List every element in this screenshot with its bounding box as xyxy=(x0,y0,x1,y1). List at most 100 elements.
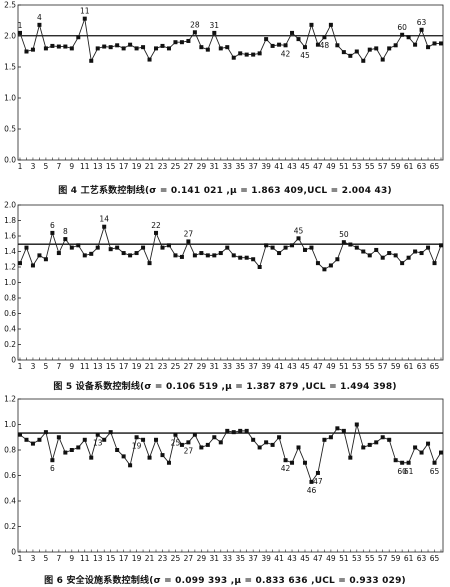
x-tick-label: 49 xyxy=(326,362,336,371)
data-point xyxy=(238,428,243,433)
data-point xyxy=(179,442,184,447)
data-point xyxy=(205,253,210,258)
data-point xyxy=(270,245,275,250)
point-label: 48 xyxy=(320,41,330,50)
x-tick-label: 61 xyxy=(404,554,414,563)
x-tick-label: 53 xyxy=(352,162,362,171)
data-point xyxy=(30,263,35,268)
x-tick-label: 7 xyxy=(56,162,61,171)
x-tick-label: 29 xyxy=(197,362,207,371)
x-tick-label: 5 xyxy=(44,162,49,171)
data-point xyxy=(212,30,217,35)
x-tick-label: 5 xyxy=(44,554,49,563)
x-tick-label: 1 xyxy=(18,162,23,171)
data-point xyxy=(69,245,74,250)
data-point xyxy=(393,458,398,463)
data-point xyxy=(277,435,282,440)
data-point xyxy=(432,261,437,266)
x-tick-label: 57 xyxy=(378,162,388,171)
data-point xyxy=(315,470,320,475)
chart-caption-3: 图 6 安全设施系数控制线(σ = 0.099 393 ,μ = 0.833 6… xyxy=(44,576,406,586)
x-tick-label: 53 xyxy=(352,554,362,563)
data-point xyxy=(160,245,165,250)
data-point xyxy=(154,230,159,235)
data-point xyxy=(296,236,301,241)
data-point xyxy=(24,245,29,250)
data-point xyxy=(302,45,307,50)
data-point xyxy=(108,247,113,252)
x-tick-label: 3 xyxy=(31,554,36,563)
data-point xyxy=(387,46,392,51)
data-point xyxy=(186,239,191,244)
x-tick-label: 25 xyxy=(171,362,181,371)
x-tick-label: 39 xyxy=(261,554,271,563)
data-point xyxy=(264,243,269,248)
data-point xyxy=(328,263,333,268)
data-point xyxy=(419,450,424,455)
data-point xyxy=(270,43,275,48)
x-tick-label: 59 xyxy=(391,554,401,563)
data-point xyxy=(413,445,418,450)
point-label: 31 xyxy=(210,21,220,30)
x-tick-label: 15 xyxy=(106,362,116,371)
data-point xyxy=(37,437,42,442)
data-point xyxy=(309,245,314,250)
x-tick-label: 23 xyxy=(158,554,168,563)
x-tick-label: 11 xyxy=(80,362,90,371)
data-point xyxy=(115,448,120,452)
x-tick-label: 57 xyxy=(378,554,388,563)
data-point xyxy=(30,47,35,52)
x-tick-label: 19 xyxy=(132,162,142,171)
data-point xyxy=(309,479,314,484)
data-point xyxy=(341,50,346,55)
x-tick-label: 1 xyxy=(18,554,23,563)
data-point xyxy=(380,435,385,440)
x-tick-label: 27 xyxy=(184,554,194,563)
data-point xyxy=(328,22,333,27)
data-point xyxy=(134,46,139,51)
data-point xyxy=(128,253,133,258)
data-point xyxy=(173,40,178,45)
point-label: 45 xyxy=(300,51,310,60)
data-point xyxy=(173,253,178,258)
y-tick-label: 0.8 xyxy=(4,446,16,455)
data-point xyxy=(89,251,94,256)
y-tick-label: 1.0 xyxy=(4,278,16,287)
data-point xyxy=(393,253,398,258)
x-tick-label: 33 xyxy=(222,162,232,171)
data-point xyxy=(290,243,295,248)
data-point xyxy=(322,35,327,40)
data-point xyxy=(335,426,340,431)
data-point xyxy=(257,265,262,269)
control-chart-1: 0.00.51.01.52.02.51 3 5 7 9 11 13 15 17 19 21 23 25 2… xyxy=(4,1,444,171)
y-tick-label: 0.6 xyxy=(4,309,16,318)
x-tick-label: 41 xyxy=(274,362,284,371)
data-point xyxy=(309,22,314,27)
x-tick-label: 59 xyxy=(391,162,401,171)
data-point xyxy=(367,47,372,52)
data-point xyxy=(199,251,204,256)
point-label: 22 xyxy=(151,221,161,230)
x-tick-label: 25 xyxy=(171,554,181,563)
x-tick-label: 43 xyxy=(287,162,297,171)
x-tick-label: 61 xyxy=(404,362,414,371)
y-tick-label: 0.6 xyxy=(4,471,16,480)
data-point xyxy=(225,245,230,250)
data-point xyxy=(43,46,48,51)
x-tick-label: 47 xyxy=(313,554,323,563)
data-point xyxy=(108,45,113,50)
point-label: 4 xyxy=(37,13,42,22)
data-point xyxy=(419,251,424,256)
x-tick-label: 29 xyxy=(197,554,207,563)
data-point xyxy=(95,432,100,437)
x-tick-label: 51 xyxy=(339,162,349,171)
data-point xyxy=(147,455,152,460)
point-label: 50 xyxy=(339,230,349,239)
x-tick-label: 17 xyxy=(119,554,129,563)
data-point xyxy=(50,43,55,48)
y-tick-label: 0 xyxy=(11,356,16,365)
x-tick-label: 7 xyxy=(56,362,61,371)
data-point xyxy=(212,435,217,440)
x-tick-label: 31 xyxy=(210,554,220,563)
data-point xyxy=(192,30,197,35)
